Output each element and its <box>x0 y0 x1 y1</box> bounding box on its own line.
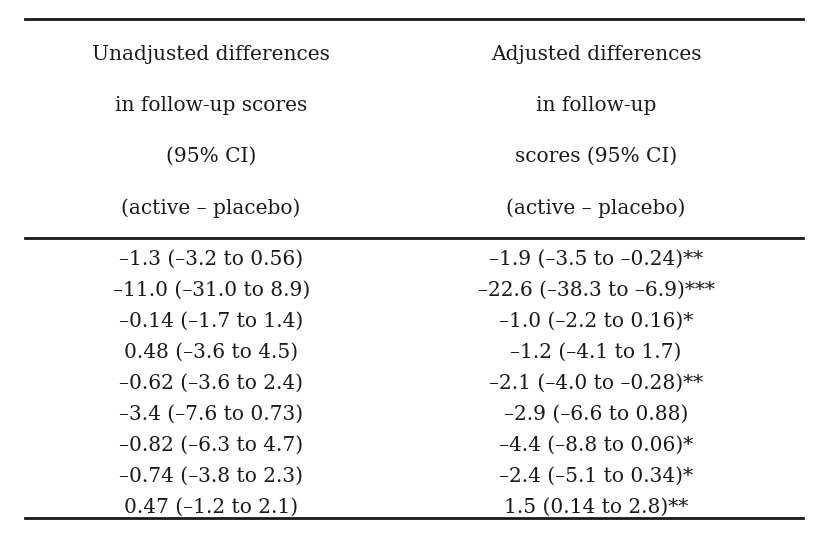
Text: (95% CI): (95% CI) <box>165 147 256 166</box>
Text: 0.47 (–1.2 to 2.1): 0.47 (–1.2 to 2.1) <box>124 498 298 517</box>
Text: –1.9 (–3.5 to –0.24)**: –1.9 (–3.5 to –0.24)** <box>489 250 702 269</box>
Text: –0.14 (–1.7 to 1.4): –0.14 (–1.7 to 1.4) <box>119 312 303 331</box>
Text: scores (95% CI): scores (95% CI) <box>514 147 676 166</box>
Text: –1.3 (–3.2 to 0.56): –1.3 (–3.2 to 0.56) <box>119 250 303 269</box>
Text: –2.4 (–5.1 to 0.34)*: –2.4 (–5.1 to 0.34)* <box>499 467 692 486</box>
Text: –0.62 (–3.6 to 2.4): –0.62 (–3.6 to 2.4) <box>119 374 303 393</box>
Text: (active – placebo): (active – placebo) <box>506 198 685 218</box>
Text: in follow-up scores: in follow-up scores <box>115 96 307 116</box>
Text: 1.5 (0.14 to 2.8)**: 1.5 (0.14 to 2.8)** <box>504 498 687 517</box>
Text: Adjusted differences: Adjusted differences <box>490 45 700 65</box>
Text: –22.6 (–38.3 to –6.9)***: –22.6 (–38.3 to –6.9)*** <box>477 281 714 300</box>
Text: –2.9 (–6.6 to 0.88): –2.9 (–6.6 to 0.88) <box>504 405 687 424</box>
Text: –0.82 (–6.3 to 4.7): –0.82 (–6.3 to 4.7) <box>119 435 303 455</box>
Text: Unadjusted differences: Unadjusted differences <box>92 45 330 65</box>
Text: 0.48 (–3.6 to 4.5): 0.48 (–3.6 to 4.5) <box>124 343 298 362</box>
Text: –3.4 (–7.6 to 0.73): –3.4 (–7.6 to 0.73) <box>119 405 303 424</box>
Text: (active – placebo): (active – placebo) <box>122 198 300 218</box>
Text: –1.0 (–2.2 to 0.16)*: –1.0 (–2.2 to 0.16)* <box>499 312 692 331</box>
Text: –1.2 (–4.1 to 1.7): –1.2 (–4.1 to 1.7) <box>510 343 681 362</box>
Text: –0.74 (–3.8 to 2.3): –0.74 (–3.8 to 2.3) <box>119 467 303 486</box>
Text: –11.0 (–31.0 to 8.9): –11.0 (–31.0 to 8.9) <box>112 281 309 300</box>
Text: –4.4 (–8.8 to 0.06)*: –4.4 (–8.8 to 0.06)* <box>499 435 692 455</box>
Text: –2.1 (–4.0 to –0.28)**: –2.1 (–4.0 to –0.28)** <box>489 374 702 393</box>
Text: in follow-up: in follow-up <box>535 96 656 116</box>
